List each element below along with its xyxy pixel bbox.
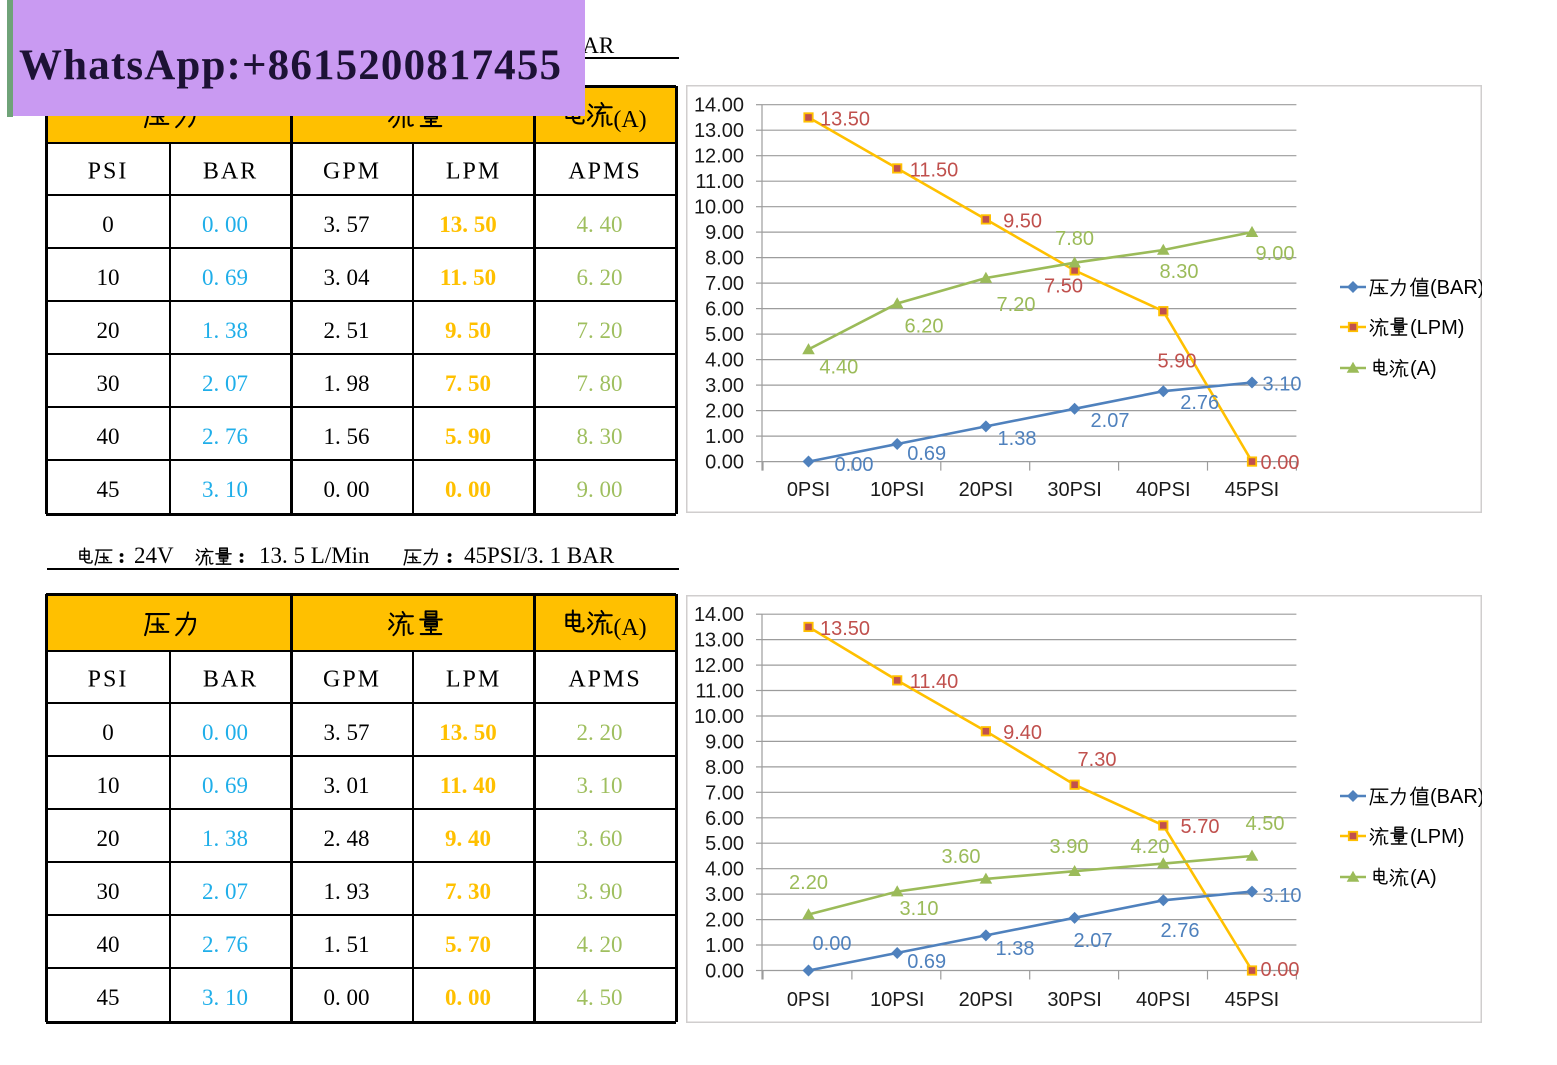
svg-text:1.00: 1.00 <box>705 935 744 957</box>
svg-text:2.76: 2.76 <box>1161 920 1200 942</box>
svg-text:9.00: 9.00 <box>1256 243 1295 265</box>
svg-text:5.70: 5.70 <box>1181 816 1220 838</box>
svg-text:3.10: 3.10 <box>900 898 939 920</box>
svg-text:10.00: 10.00 <box>694 706 744 728</box>
svg-text:13.00: 13.00 <box>694 630 744 652</box>
svg-text:12.00: 12.00 <box>694 146 744 168</box>
svg-text:9.00: 9.00 <box>705 222 744 244</box>
svg-text:13.50: 13.50 <box>820 618 870 640</box>
svg-text:0.69: 0.69 <box>907 443 946 465</box>
svg-text:0.69: 0.69 <box>907 951 946 973</box>
svg-text:14.00: 14.00 <box>694 95 744 117</box>
svg-text:11.40: 11.40 <box>910 671 959 693</box>
svg-text:3.60: 3.60 <box>942 846 981 868</box>
svg-text:40PSI: 40PSI <box>1136 989 1190 1011</box>
svg-text:0PSI: 0PSI <box>787 989 830 1011</box>
svg-text:4.00: 4.00 <box>705 350 744 372</box>
svg-text:9.00: 9.00 <box>705 731 744 753</box>
svg-text:20PSI: 20PSI <box>959 989 1013 1011</box>
svg-text:20PSI: 20PSI <box>959 479 1013 501</box>
svg-text:4.50: 4.50 <box>1246 813 1285 835</box>
svg-text:0.00: 0.00 <box>1261 452 1300 474</box>
svg-text:7.80: 7.80 <box>1055 228 1094 250</box>
svg-text:7.20: 7.20 <box>997 294 1036 316</box>
svg-text:2.07: 2.07 <box>1074 930 1113 952</box>
svg-text:8.30: 8.30 <box>1160 261 1199 283</box>
svg-text:4.20: 4.20 <box>1131 836 1170 858</box>
svg-text:3.90: 3.90 <box>1050 836 1089 858</box>
svg-text:(LPM): (LPM) <box>1410 826 1464 848</box>
svg-text:6.00: 6.00 <box>705 299 744 321</box>
svg-text:4.40: 4.40 <box>819 356 858 378</box>
svg-text:13.00: 13.00 <box>694 120 744 142</box>
svg-text:13.50: 13.50 <box>820 109 870 131</box>
svg-text:45PSI: 45PSI <box>1225 479 1279 501</box>
svg-text:3.00: 3.00 <box>705 884 744 906</box>
svg-text:3.00: 3.00 <box>705 375 744 397</box>
svg-text:7.30: 7.30 <box>1078 749 1117 771</box>
svg-text:10.00: 10.00 <box>694 197 744 219</box>
svg-text:3.10: 3.10 <box>1263 885 1302 907</box>
svg-text:4.00: 4.00 <box>705 859 744 881</box>
svg-text:12.00: 12.00 <box>694 655 744 677</box>
svg-text:1.38: 1.38 <box>996 938 1035 960</box>
svg-text:6.00: 6.00 <box>705 808 744 830</box>
svg-text:(BAR): (BAR) <box>1430 786 1482 808</box>
svg-text:8.00: 8.00 <box>705 757 744 779</box>
svg-text:11.00: 11.00 <box>695 681 744 703</box>
svg-text:2.00: 2.00 <box>705 910 744 932</box>
svg-text:10PSI: 10PSI <box>870 479 924 501</box>
svg-text:45PSI: 45PSI <box>1225 989 1279 1011</box>
svg-text:2.20: 2.20 <box>789 872 828 894</box>
svg-text:0.00: 0.00 <box>813 933 852 955</box>
svg-text:40PSI: 40PSI <box>1136 479 1190 501</box>
svg-text:1.38: 1.38 <box>998 428 1037 450</box>
svg-text:0PSI: 0PSI <box>787 479 830 501</box>
svg-text:7.50: 7.50 <box>1044 276 1083 298</box>
svg-text:2.76: 2.76 <box>1180 392 1219 414</box>
svg-text:7.00: 7.00 <box>705 782 744 804</box>
svg-text:(BAR): (BAR) <box>1430 277 1482 299</box>
svg-text:0.00: 0.00 <box>835 454 874 476</box>
svg-text:5.90: 5.90 <box>1158 351 1197 373</box>
svg-text:(A): (A) <box>1410 358 1437 380</box>
svg-text:0.00: 0.00 <box>1261 959 1300 981</box>
svg-text:(A): (A) <box>1410 867 1437 889</box>
svg-text:1.00: 1.00 <box>705 426 744 448</box>
svg-text:30PSI: 30PSI <box>1047 479 1101 501</box>
svg-text:2.00: 2.00 <box>705 401 744 423</box>
svg-text:8.00: 8.00 <box>705 248 744 270</box>
svg-text:11.00: 11.00 <box>695 171 744 193</box>
svg-text:11.50: 11.50 <box>910 160 959 182</box>
svg-text:9.50: 9.50 <box>1003 211 1042 233</box>
svg-text:0.00: 0.00 <box>705 961 744 983</box>
svg-text:3.10: 3.10 <box>1263 374 1302 396</box>
svg-text:6.20: 6.20 <box>905 315 944 337</box>
svg-text:(LPM): (LPM) <box>1410 317 1464 339</box>
svg-text:5.00: 5.00 <box>705 833 744 855</box>
svg-text:10PSI: 10PSI <box>870 989 924 1011</box>
svg-text:2.07: 2.07 <box>1091 410 1130 432</box>
svg-text:0.00: 0.00 <box>705 452 744 474</box>
svg-text:14.00: 14.00 <box>694 604 744 626</box>
svg-text:5.00: 5.00 <box>705 324 744 346</box>
svg-text:30PSI: 30PSI <box>1047 989 1101 1011</box>
svg-text:9.40: 9.40 <box>1003 722 1042 744</box>
svg-text:7.00: 7.00 <box>705 273 744 295</box>
